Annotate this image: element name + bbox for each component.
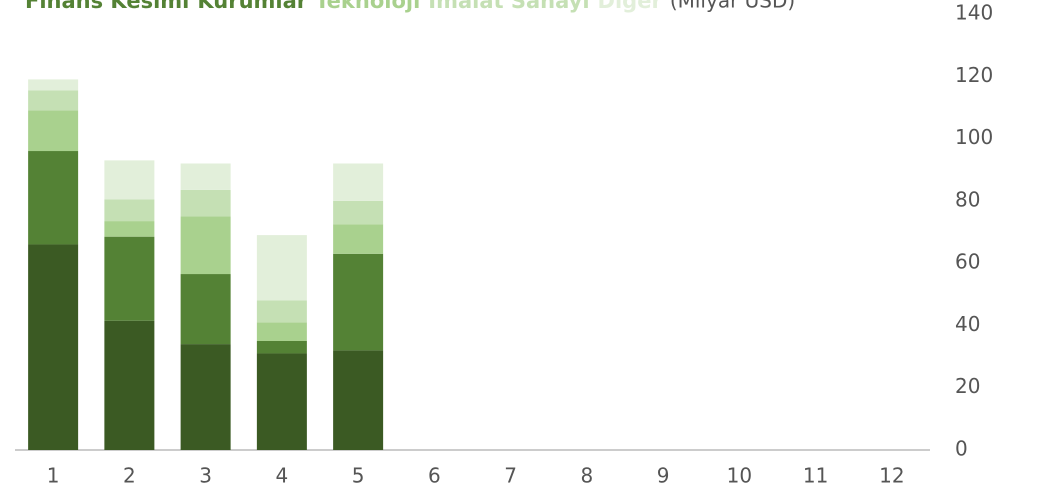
y-tick-label: 100 <box>955 125 993 149</box>
unit-label: (Milyar USD) <box>670 0 795 13</box>
y-tick-label: 80 <box>955 187 980 211</box>
x-tick-label: 7 <box>504 464 517 488</box>
bar-segment <box>28 151 79 245</box>
x-tick-label: 8 <box>581 464 594 488</box>
y-tick-label: 20 <box>955 374 980 398</box>
y-tick-label: 120 <box>955 63 993 87</box>
y-tick-label: 60 <box>955 250 980 274</box>
bar-segment <box>333 200 384 225</box>
bar-segment <box>333 253 384 351</box>
x-tick-label: 4 <box>276 464 289 488</box>
bar-segment <box>180 274 231 345</box>
bar-segment <box>104 199 155 222</box>
x-tick-label: 9 <box>657 464 670 488</box>
bar-segment <box>104 320 155 450</box>
bar-segment <box>180 163 231 190</box>
bar-segment <box>28 110 79 152</box>
legend-entry: Diğer <box>598 0 663 13</box>
bar-segment <box>104 221 155 237</box>
y-tick-label: 40 <box>955 312 980 336</box>
y-tick-label: 0 <box>955 437 968 461</box>
x-tick-label: 2 <box>123 464 136 488</box>
bar-segment <box>256 235 307 301</box>
bar-segment <box>28 90 79 111</box>
x-tick-label: 6 <box>428 464 441 488</box>
y-tick-label: 140 <box>955 1 993 25</box>
x-tick-label: 3 <box>199 464 212 488</box>
bar-segment <box>256 341 307 354</box>
bar-segment <box>333 163 384 201</box>
bar-segment <box>104 236 155 321</box>
x-tick-label: 10 <box>727 464 752 488</box>
bar-segment <box>180 344 231 450</box>
bar-segment <box>28 244 79 450</box>
legend-entry: Kurumlar <box>197 0 307 13</box>
bar-segment <box>28 79 79 91</box>
legend-entry: Teknoloji <box>315 0 420 13</box>
bar-segment <box>256 300 307 323</box>
bar-segment <box>180 189 231 217</box>
legend-entry: Finans Kesimi <box>25 0 189 13</box>
x-tick-label: 12 <box>879 464 904 488</box>
bar-segment <box>104 160 155 200</box>
x-tick-label: 11 <box>803 464 828 488</box>
x-tick-label: 5 <box>352 464 365 488</box>
legend-entry: İmalat Sanayi <box>428 0 589 13</box>
bar-segment <box>333 224 384 254</box>
bar-segment <box>333 350 384 450</box>
bar-segment <box>256 322 307 341</box>
bar-segment <box>180 216 231 275</box>
x-tick-label: 1 <box>47 464 60 488</box>
bar-segment <box>256 353 307 450</box>
